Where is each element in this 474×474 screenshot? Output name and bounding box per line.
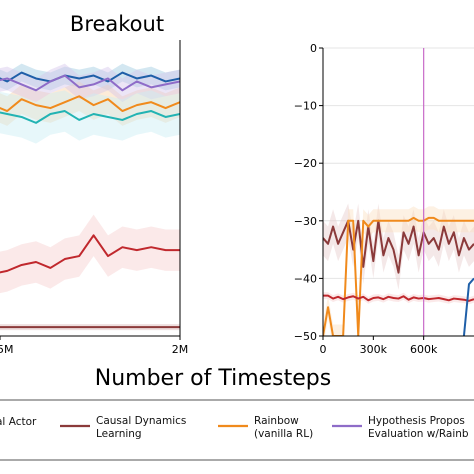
x-axis-label: Number of Timesteps bbox=[95, 366, 331, 391]
legend-label-0-0: al Actor bbox=[0, 416, 37, 428]
left-series-4 bbox=[0, 110, 180, 124]
right-series-1 bbox=[323, 216, 474, 336]
left-xtick-label-1: 2M bbox=[172, 343, 189, 356]
right-xtick-label-2: 600k bbox=[410, 343, 438, 356]
right-ytick-label-3: −30 bbox=[294, 215, 317, 228]
right-ytick-label-1: −10 bbox=[294, 100, 317, 113]
left-band-4 bbox=[0, 90, 180, 144]
left-band-3 bbox=[0, 63, 180, 103]
legend-label-1-0: Causal Dynamics bbox=[96, 415, 186, 427]
right-series-3 bbox=[462, 277, 474, 336]
left-series-3 bbox=[0, 74, 180, 92]
second-panel: 0 −10 −20 −30 −40 −50 0 300k 600k bbox=[294, 42, 474, 356]
right-ytick-label-2: −20 bbox=[294, 157, 317, 170]
legend-label-3-0: Hypothesis Propos bbox=[368, 415, 465, 427]
right-ytick-label-5: −50 bbox=[294, 330, 317, 343]
right-ytick-label-0: 0 bbox=[310, 42, 317, 55]
left-series-2 bbox=[0, 95, 180, 113]
left-series-5 bbox=[0, 234, 180, 274]
right-xtick-label-1: 300k bbox=[360, 343, 388, 356]
legend-frame bbox=[0, 399, 474, 461]
left-series-0 bbox=[0, 71, 180, 83]
legend-label-3-1: Evaluation w/Rainb bbox=[368, 428, 469, 440]
legend-label-2-0: Rainbow bbox=[254, 415, 299, 427]
left-band-5 bbox=[0, 214, 180, 294]
right-ytick-label-4: −40 bbox=[294, 272, 317, 285]
legend-label-1-1: Learning bbox=[96, 428, 142, 440]
breakout-panel: Breakout 1.5M 2M bbox=[0, 12, 188, 356]
left-chart-title: Breakout bbox=[70, 12, 164, 36]
left-xtick-label-0: 1.5M bbox=[0, 343, 13, 356]
legend-label-2-1: (vanilla RL) bbox=[254, 428, 313, 440]
right-series-2 bbox=[323, 294, 474, 302]
right-xtick-label-0: 0 bbox=[320, 343, 327, 356]
right-band-1 bbox=[323, 206, 474, 336]
